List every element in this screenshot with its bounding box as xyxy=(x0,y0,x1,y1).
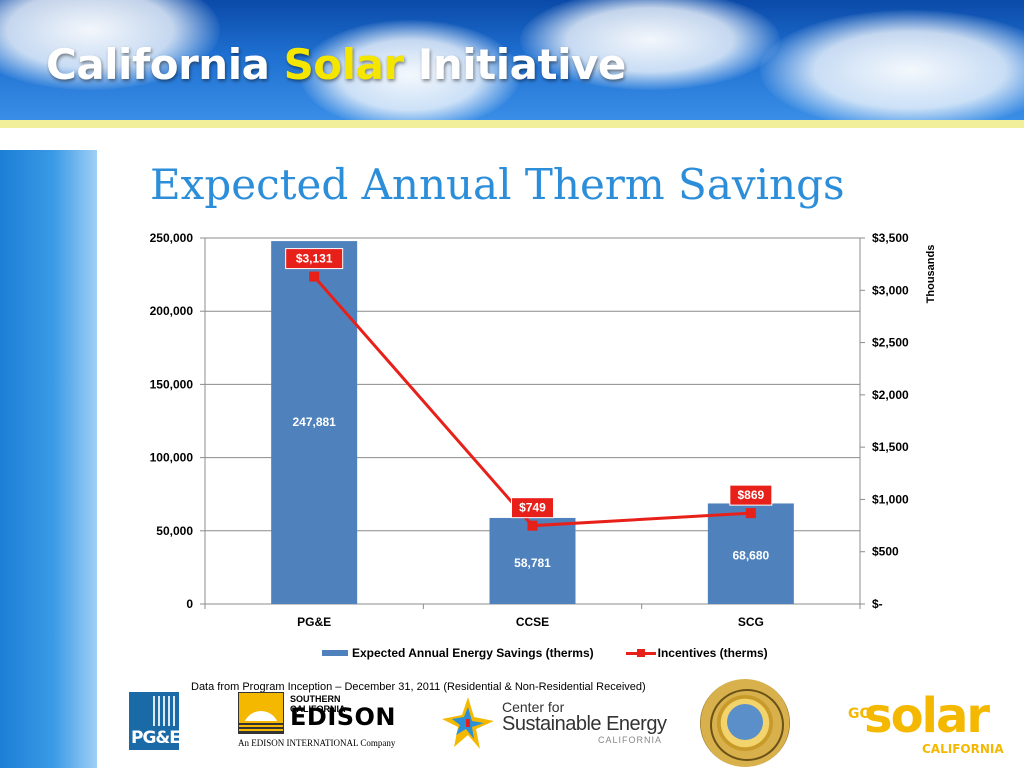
go-solar-california-logo: GO solar CALIFORNIA xyxy=(848,680,1008,764)
title-part2: Initiative xyxy=(403,40,627,89)
header-banner: California Solar Initiative xyxy=(0,0,1024,120)
cloud-decoration xyxy=(520,0,780,90)
legend-label-incentives: Incentives (therms) xyxy=(657,646,768,660)
right-axis-tick-label: $1,000 xyxy=(872,492,909,506)
cloud-decoration xyxy=(300,20,520,120)
chart-legend: Expected Annual Energy Savings (therms) … xyxy=(322,645,768,661)
title-part1: California xyxy=(46,40,284,89)
right-axis-tick-label: $3,000 xyxy=(872,283,909,297)
gosolar-go-text: GO xyxy=(848,706,872,722)
left-axis-tick-label: 0 xyxy=(186,597,193,611)
cse-logo-line1: Center for xyxy=(502,699,565,715)
right-axis-tick-label: $500 xyxy=(872,545,899,559)
incentive-label-box xyxy=(285,248,344,270)
cloud-decoration xyxy=(760,10,1024,120)
sce-logo: SOUTHERN CALIFORNIA EDISON An EDISON INT… xyxy=(238,690,398,752)
bar-value-label: 68,680 xyxy=(732,549,769,563)
sce-logo-name: EDISON xyxy=(290,703,397,731)
left-axis-tick-label: 100,000 xyxy=(150,451,194,465)
sun-icon xyxy=(238,692,284,734)
incentive-value-label: $869 xyxy=(737,488,764,502)
left-axis-tick-label: 200,000 xyxy=(150,304,194,318)
left-axis-tick-label: 150,000 xyxy=(150,377,194,391)
incentive-label-box xyxy=(729,484,773,506)
seal-ring xyxy=(710,689,784,761)
bar xyxy=(271,241,358,604)
incentive-marker xyxy=(745,508,756,519)
right-axis-tick-label: $3,500 xyxy=(872,231,909,245)
sce-logo-tagline: An EDISON INTERNATIONAL Company xyxy=(238,738,396,748)
x-axis-tick-label: CCSE xyxy=(516,615,549,629)
pge-logo-text: PG&E xyxy=(131,728,181,748)
sce-logo-subtitle: SOUTHERN CALIFORNIA xyxy=(290,694,346,714)
bar xyxy=(489,517,576,604)
incentive-marker xyxy=(527,520,538,531)
cse-logo-line2: Sustainable Energy xyxy=(502,713,667,735)
incentive-series-line xyxy=(313,275,751,528)
incentive-marker xyxy=(309,271,320,282)
left-sidebar xyxy=(0,150,97,768)
bar-value-label: 58,781 xyxy=(514,556,551,570)
bar-value-label: 247,881 xyxy=(292,415,336,429)
bar xyxy=(707,503,794,604)
right-axis-unit-label: Thousands xyxy=(925,245,937,304)
cse-logo-line3: CALIFORNIA xyxy=(598,735,663,745)
pge-lines-icon xyxy=(153,696,175,726)
legend-item-savings: Expected Annual Energy Savings (therms) xyxy=(322,646,594,660)
chart-bars xyxy=(271,241,794,604)
cpuc-seal-logo xyxy=(700,679,790,767)
slide-title: Expected Annual Therm Savings xyxy=(150,160,845,209)
pge-logo: PG&E xyxy=(129,692,181,750)
seal-emblem xyxy=(727,704,763,740)
left-axis-tick-label: 250,000 xyxy=(150,231,194,245)
right-axis-tick-label: $1,500 xyxy=(872,440,909,454)
legend-bar-swatch xyxy=(322,650,348,656)
chart-labels: 247,881 58,781 68,680 $3,131 $749 $869 xyxy=(285,248,773,570)
title-accent: Solar xyxy=(283,40,405,89)
left-axis-tick-label: 50,000 xyxy=(156,524,193,538)
right-axis-tick-label: $2,500 xyxy=(872,336,909,350)
legend-line-swatch xyxy=(625,648,656,657)
incentive-value-label: $3,131 xyxy=(296,252,333,266)
cse-logo: Center for Sustainable Energy CALIFORNIA xyxy=(440,693,670,751)
gosolar-california-text: CALIFORNIA xyxy=(922,742,1004,756)
right-axis-tick-label: $- xyxy=(872,597,883,611)
incentive-value-label: $749 xyxy=(519,501,546,515)
legend-label-savings: Expected Annual Energy Savings (therms) xyxy=(352,646,594,660)
app-title: California Solar Initiative xyxy=(46,40,626,89)
banner-divider xyxy=(0,120,1024,128)
right-axis-tick-label: $2,000 xyxy=(872,388,909,402)
x-axis-tick-label: PG&E xyxy=(297,615,331,629)
gosolar-solar-text: solar xyxy=(864,688,990,744)
source-note: Data from Program Inception – December 3… xyxy=(191,681,646,693)
chart-incentive-line xyxy=(309,271,756,531)
legend-item-incentives: Incentives (therms) xyxy=(625,646,768,660)
star-icon xyxy=(442,697,494,749)
chart-axes: 0 50,000 100,000 150,000 200,000 250,000 $- $50… xyxy=(150,231,937,629)
incentive-label-box xyxy=(511,497,554,519)
x-axis-tick-label: SCG xyxy=(738,615,764,629)
